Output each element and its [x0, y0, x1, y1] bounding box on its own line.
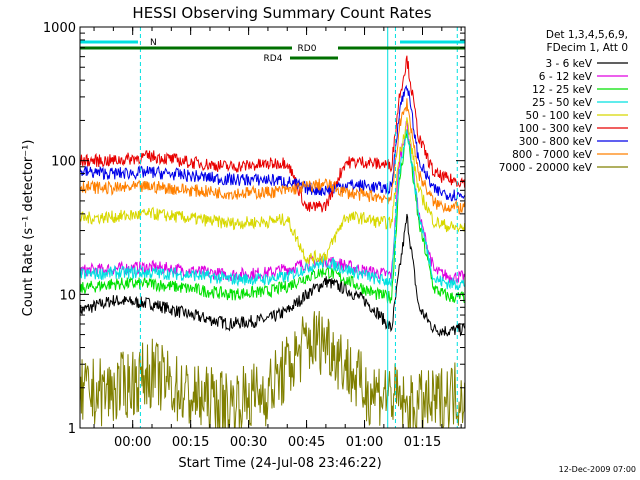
- bar-label-rd0: RD0: [298, 44, 317, 54]
- legend-label: 25 - 50 keV: [532, 97, 593, 109]
- x-tick-label: 00:30: [230, 435, 267, 450]
- legend-label: 7000 - 20000 keV: [499, 162, 593, 174]
- y-axis-label: Count Rate (s⁻¹ detector⁻¹): [21, 140, 36, 317]
- annotation-layer: N RD0 RD4: [80, 27, 465, 428]
- legend-label: 12 - 25 keV: [532, 84, 593, 96]
- x-tick-label: 01:15: [404, 435, 441, 450]
- legend-label: 50 - 100 keV: [525, 110, 592, 122]
- series-line-6-12-kev: [79, 121, 466, 285]
- series-line-100-300-kev: [79, 55, 466, 213]
- legend-label: 800 - 7000 keV: [512, 149, 593, 161]
- series-line-7000-20000-kev: [79, 310, 466, 429]
- series-line-300-800-kev: [79, 84, 466, 202]
- series-line-50-100-kev: [79, 117, 466, 265]
- footer-date: 12-Dec-2009 07:00: [559, 465, 636, 474]
- series-line-25-50-kev: [79, 129, 465, 291]
- legend: Det 1,3,4,5,6,9, FDecim 1, Att 0 3 - 6 k…: [499, 29, 628, 174]
- legend-label: 100 - 300 keV: [519, 123, 593, 135]
- x-axis-ticks: 00:00 00:15 00:30 00:45 01:00 01:15: [93, 27, 462, 450]
- x-tick-label: 00:45: [288, 435, 325, 450]
- y-tick-label: 100: [51, 155, 76, 170]
- chart-title: HESSI Observing Summary Count Rates: [132, 4, 431, 22]
- x-axis-label: Start Time (24-Jul-08 23:46:22): [178, 456, 381, 471]
- y-axis-ticks: 1 10 100 1000: [43, 21, 465, 437]
- series-line-12-25-kev: [79, 129, 465, 304]
- series-line-800-7000-kev: [79, 98, 466, 215]
- x-tick-label: 00:15: [172, 435, 209, 450]
- y-tick-label: 1: [68, 422, 76, 437]
- y-tick-label: 1000: [43, 21, 76, 36]
- bar-label-rd4: RD4: [264, 54, 283, 64]
- y-tick-label: 10: [59, 288, 76, 303]
- legend-header-line2: FDecim 1, Att 0: [547, 42, 628, 54]
- x-tick-label: 00:00: [114, 435, 151, 450]
- series-layer: [79, 55, 466, 429]
- bar-label-n: N: [150, 38, 157, 48]
- legend-label: 3 - 6 keV: [545, 58, 592, 70]
- legend-header-line1: Det 1,3,4,5,6,9,: [546, 29, 628, 41]
- legend-label: 6 - 12 keV: [539, 71, 593, 83]
- legend-label: 300 - 800 keV: [519, 136, 593, 148]
- plot-frame: [79, 26, 466, 429]
- series-line-3-6-kev: [79, 213, 466, 338]
- x-tick-label: 01:00: [346, 435, 383, 450]
